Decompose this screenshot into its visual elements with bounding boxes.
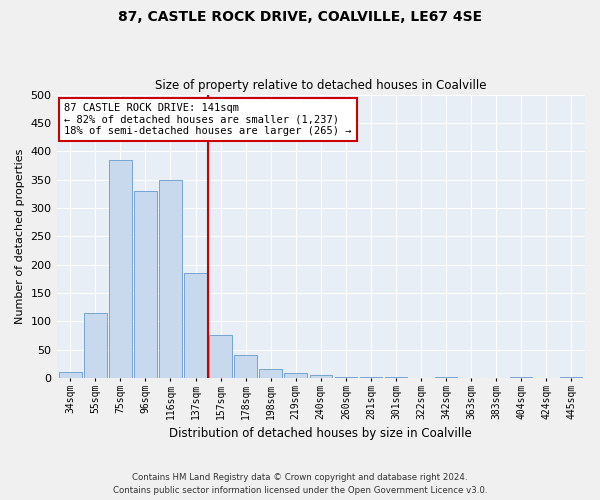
Bar — [259, 370, 282, 378]
Text: Contains HM Land Registry data © Crown copyright and database right 2024.
Contai: Contains HM Land Registry data © Crown c… — [113, 473, 487, 495]
Bar — [209, 336, 232, 378]
Bar — [560, 376, 583, 378]
Y-axis label: Number of detached properties: Number of detached properties — [15, 148, 25, 324]
Bar — [84, 312, 107, 378]
Bar — [184, 273, 207, 378]
Text: 87, CASTLE ROCK DRIVE, COALVILLE, LE67 4SE: 87, CASTLE ROCK DRIVE, COALVILLE, LE67 4… — [118, 10, 482, 24]
Bar — [510, 376, 532, 378]
Title: Size of property relative to detached houses in Coalville: Size of property relative to detached ho… — [155, 79, 487, 92]
Bar — [159, 180, 182, 378]
Bar — [59, 372, 82, 378]
X-axis label: Distribution of detached houses by size in Coalville: Distribution of detached houses by size … — [169, 427, 472, 440]
Bar — [109, 160, 131, 378]
Bar — [435, 376, 457, 378]
Bar — [284, 374, 307, 378]
Bar — [335, 376, 357, 378]
Bar — [134, 191, 157, 378]
Bar — [310, 375, 332, 378]
Bar — [235, 355, 257, 378]
Text: 87 CASTLE ROCK DRIVE: 141sqm
← 82% of detached houses are smaller (1,237)
18% of: 87 CASTLE ROCK DRIVE: 141sqm ← 82% of de… — [64, 103, 352, 136]
